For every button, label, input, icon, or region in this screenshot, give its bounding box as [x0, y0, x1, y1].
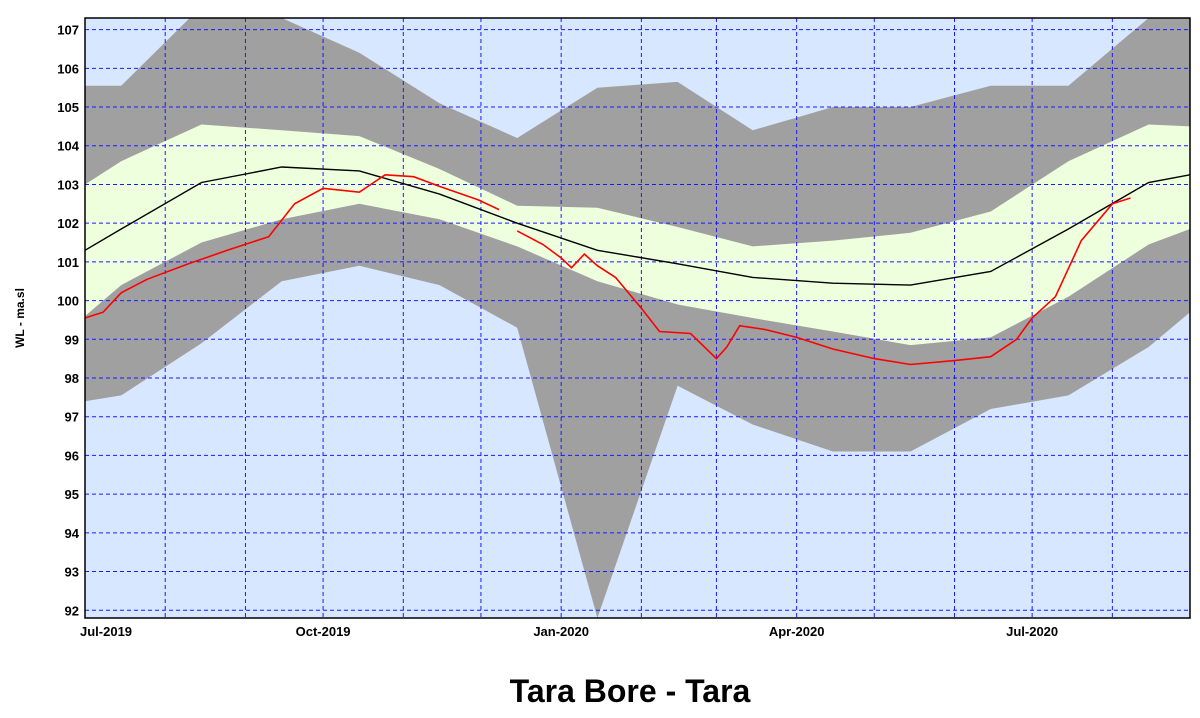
y-tick-label: 104 [57, 139, 79, 154]
inner-range-band [85, 124, 1190, 346]
y-tick-label: 101 [57, 255, 79, 270]
y-tick-label: 99 [65, 332, 79, 347]
x-tick-label: Jul-2019 [80, 624, 132, 639]
y-tick-label: 96 [65, 448, 79, 463]
median-line [85, 166, 1190, 286]
y-tick-label: 92 [65, 603, 79, 618]
x-tick-label: Oct-2019 [296, 624, 351, 639]
y-axis-label: WL - ma.sl [13, 288, 27, 348]
y-tick-label: 105 [57, 100, 79, 115]
y-tick-label: 98 [65, 371, 79, 386]
x-tick-label: Apr-2020 [769, 624, 825, 639]
x-tick-label: Jan-2020 [533, 624, 589, 639]
y-tick-label: 103 [57, 177, 79, 192]
y-tick-label: 107 [57, 23, 79, 38]
y-tick-label: 102 [57, 216, 79, 231]
y-tick-label: 100 [57, 294, 79, 309]
y-tick-label: 94 [65, 526, 80, 541]
y-tick-label: 97 [65, 410, 79, 425]
y-tick-label: 93 [65, 565, 79, 580]
x-tick-label: Jul-2020 [1006, 624, 1058, 639]
observed-line-segment-2 [516, 197, 1131, 366]
chart-title: Tara Bore - Tara [510, 673, 751, 709]
y-tick-label: 106 [57, 61, 79, 76]
observed-line [85, 173, 500, 319]
y-tick-label: 95 [65, 487, 79, 502]
plot-frame [84, 17, 1191, 619]
